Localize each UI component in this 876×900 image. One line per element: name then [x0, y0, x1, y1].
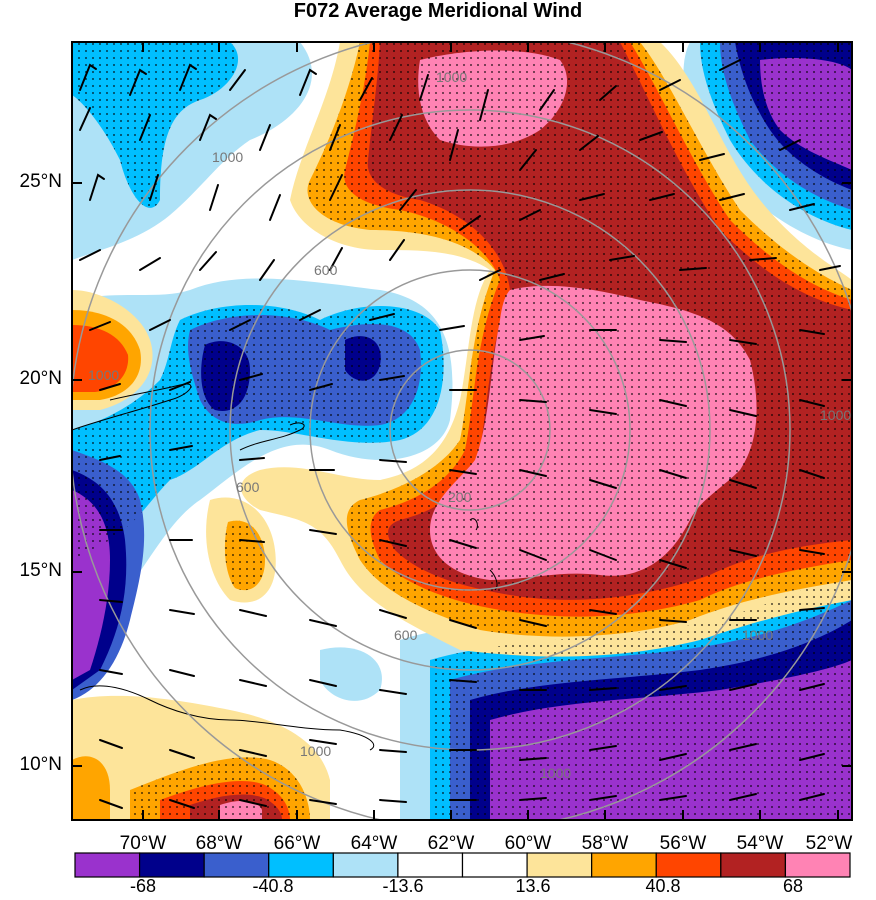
colorbar-swatch: [720, 852, 787, 878]
colorbar-swatch: [591, 852, 657, 878]
ring-label: 1000: [436, 69, 467, 85]
lon-label-52w: 52°W: [805, 833, 853, 854]
lon-label-54w: 54°W: [736, 833, 784, 854]
colorbar-swatch: [138, 852, 205, 878]
ring-label: 1000: [820, 407, 851, 423]
lat-label-15n: 15°N: [19, 560, 62, 581]
range-ring-labels: 200 600 600 600 1000 1000 1000 1000 1000…: [88, 69, 851, 781]
ring-label: 600: [314, 262, 338, 278]
lon-label-60w: 60°W: [504, 833, 552, 854]
colorbar-swatch: [74, 852, 141, 878]
map-plot-area: 200 600 600 600 1000 1000 1000 1000 1000…: [72, 42, 852, 820]
longitude-ticks: [142, 42, 839, 820]
colorbar-label: 68: [782, 876, 804, 896]
colorbar-label: 40.8: [645, 876, 681, 896]
ring-label: 1000: [540, 765, 571, 781]
colorbar-label: 13.6: [515, 876, 551, 896]
lon-label-68w: 68°W: [195, 833, 243, 854]
lon-label-70w: 70°W: [119, 833, 167, 854]
colorbar: [74, 852, 851, 878]
map-frame: [71, 41, 853, 821]
lat-label-10n: 10°N: [19, 754, 62, 775]
colorbar-swatch: [397, 852, 464, 878]
ring-label: 1000: [212, 149, 243, 165]
lat-label-20n: 20°N: [19, 368, 62, 389]
ring-label: 200: [448, 489, 472, 505]
colorbar-label: -68: [129, 876, 156, 896]
colorbar-swatch: [784, 852, 851, 878]
lon-label-64w: 64°W: [350, 833, 398, 854]
lon-label-62w: 62°W: [427, 833, 475, 854]
lon-label-56w: 56°W: [659, 833, 707, 854]
latitude-ticks: [72, 182, 852, 767]
lon-label-66w: 66°W: [273, 833, 321, 854]
lat-label-25n: 25°N: [19, 171, 62, 192]
ring-label: 1000: [88, 367, 119, 383]
colorbar-swatch: [655, 852, 722, 878]
colorbar-swatch: [203, 852, 270, 878]
colorbar-label: -40.8: [252, 876, 294, 896]
colorbar-swatch: [268, 852, 334, 878]
wind-barbs: [79, 59, 841, 809]
colorbar-swatch: [461, 852, 528, 878]
ring-label: 600: [394, 627, 418, 643]
ring-label: 600: [236, 479, 260, 495]
colorbar-label: -13.6: [382, 876, 424, 896]
lon-label-58w: 58°W: [581, 833, 629, 854]
significance-stippling: [72, 42, 852, 820]
coastlines: [72, 383, 498, 751]
ring-label: 1000: [742, 627, 773, 643]
map-title: F072 Average Meridional Wind: [293, 0, 583, 22]
ring-label: 1000: [300, 743, 331, 759]
colorbar-swatch: [526, 852, 593, 878]
colorbar-swatch: [332, 852, 399, 878]
